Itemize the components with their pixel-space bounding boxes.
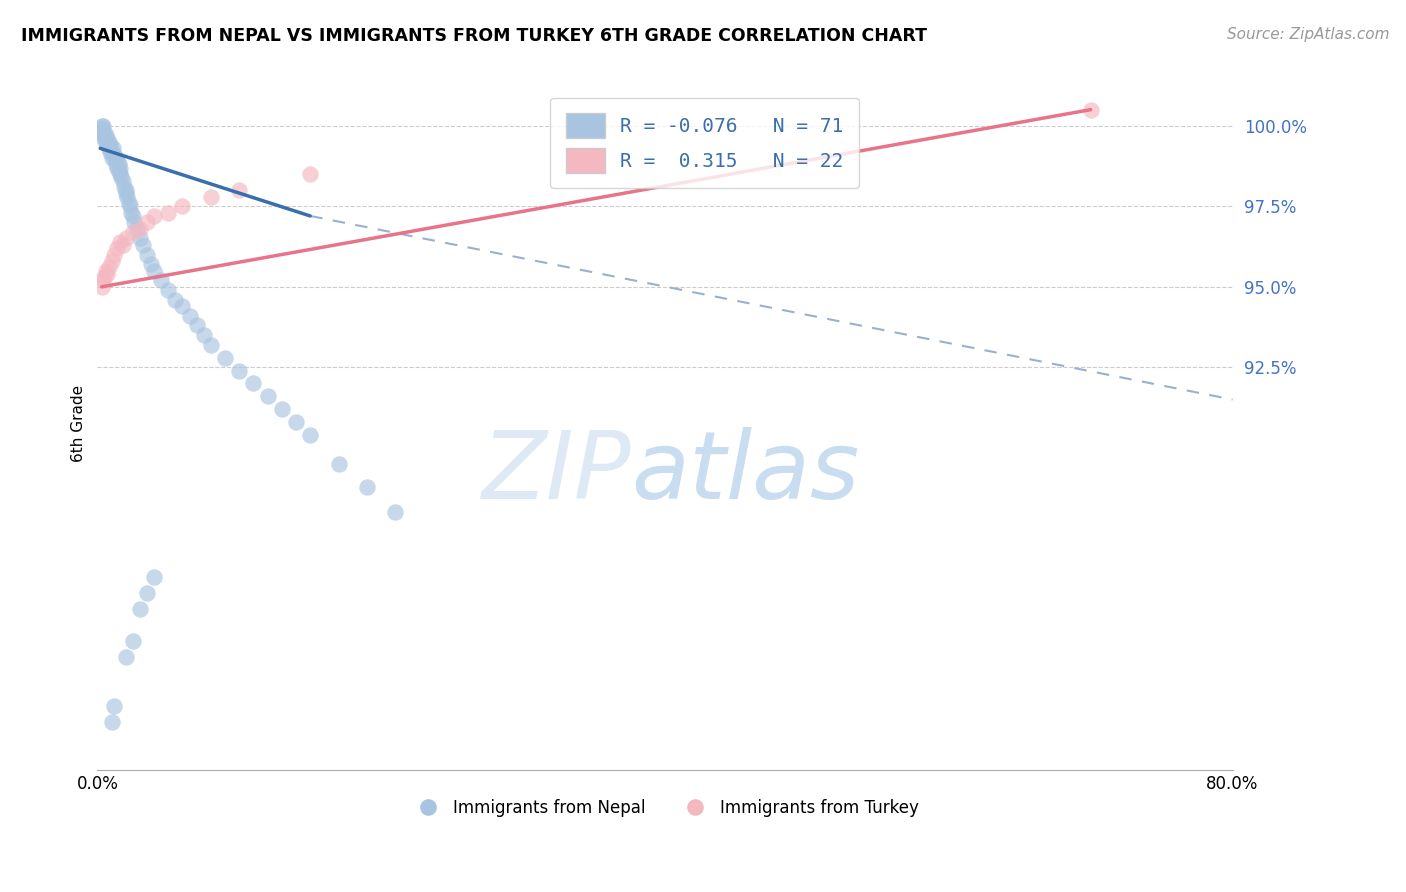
Point [89, 125, 111, 139]
Point [105, 161, 128, 175]
Point [108, 167, 131, 181]
Point [110, 170, 132, 185]
Point [129, 602, 152, 616]
Point [103, 151, 125, 165]
Point [285, 415, 308, 429]
Point [97, 141, 120, 155]
Point [122, 215, 145, 229]
Point [107, 164, 129, 178]
Point [143, 570, 166, 584]
Point [256, 389, 278, 403]
Point [384, 505, 406, 519]
Point [1080, 103, 1102, 117]
Point [96, 131, 118, 145]
Point [141, 257, 163, 271]
Point [105, 154, 128, 169]
Point [105, 241, 128, 255]
Point [115, 189, 138, 203]
Point [214, 351, 236, 365]
Point [200, 338, 222, 352]
Text: Source: ZipAtlas.com: Source: ZipAtlas.com [1226, 27, 1389, 42]
Point [93, 131, 115, 145]
Point [91, 119, 114, 133]
Point [94, 135, 117, 149]
Point [91, 273, 114, 287]
Point [97, 135, 120, 149]
Point [121, 209, 143, 223]
Point [172, 299, 194, 313]
Point [111, 238, 134, 252]
Point [108, 161, 131, 175]
Point [108, 235, 131, 249]
Point [132, 238, 155, 252]
Point [94, 263, 117, 277]
Point [129, 231, 152, 245]
Point [96, 138, 118, 153]
Point [193, 328, 215, 343]
Point [356, 479, 378, 493]
Point [114, 231, 136, 245]
Point [96, 267, 118, 281]
Point [98, 138, 121, 153]
Point [143, 263, 166, 277]
Point [101, 147, 124, 161]
Point [100, 145, 122, 159]
Point [143, 209, 166, 223]
Point [270, 402, 292, 417]
Point [117, 196, 139, 211]
Point [94, 128, 117, 143]
Point [90, 122, 112, 136]
Point [150, 273, 173, 287]
Point [242, 376, 264, 391]
Point [136, 247, 159, 261]
Point [114, 183, 136, 197]
Text: ZIP: ZIP [481, 426, 631, 517]
Point [129, 222, 152, 236]
Point [114, 650, 136, 665]
Point [165, 293, 187, 307]
Point [100, 714, 122, 729]
Point [157, 205, 180, 219]
Point [299, 167, 322, 181]
Point [172, 199, 194, 213]
Point [186, 318, 208, 333]
Point [103, 698, 125, 713]
Point [120, 205, 142, 219]
Point [97, 260, 120, 275]
Point [299, 428, 322, 442]
Text: atlas: atlas [631, 426, 859, 517]
Point [121, 634, 143, 648]
Point [98, 145, 121, 159]
Point [118, 199, 141, 213]
Point [103, 147, 125, 161]
Point [200, 189, 222, 203]
Point [101, 141, 124, 155]
Point [228, 183, 250, 197]
Point [125, 222, 148, 236]
Point [103, 247, 125, 261]
Point [100, 151, 122, 165]
Point [136, 215, 159, 229]
Point [104, 151, 127, 165]
Y-axis label: 6th Grade: 6th Grade [72, 385, 86, 462]
Point [228, 363, 250, 377]
Legend: Immigrants from Nepal, Immigrants from Turkey: Immigrants from Nepal, Immigrants from T… [405, 793, 925, 824]
Point [157, 283, 180, 297]
Point [93, 270, 115, 285]
Point [328, 457, 350, 471]
Point [179, 309, 201, 323]
Point [107, 157, 129, 171]
Point [121, 225, 143, 239]
Point [136, 586, 159, 600]
Point [100, 254, 122, 268]
Point [112, 180, 135, 194]
Point [90, 119, 112, 133]
Point [90, 280, 112, 294]
Point [91, 128, 114, 143]
Text: IMMIGRANTS FROM NEPAL VS IMMIGRANTS FROM TURKEY 6TH GRADE CORRELATION CHART: IMMIGRANTS FROM NEPAL VS IMMIGRANTS FROM… [21, 27, 927, 45]
Point [111, 173, 134, 187]
Point [93, 125, 115, 139]
Point [104, 157, 127, 171]
Point [114, 186, 136, 201]
